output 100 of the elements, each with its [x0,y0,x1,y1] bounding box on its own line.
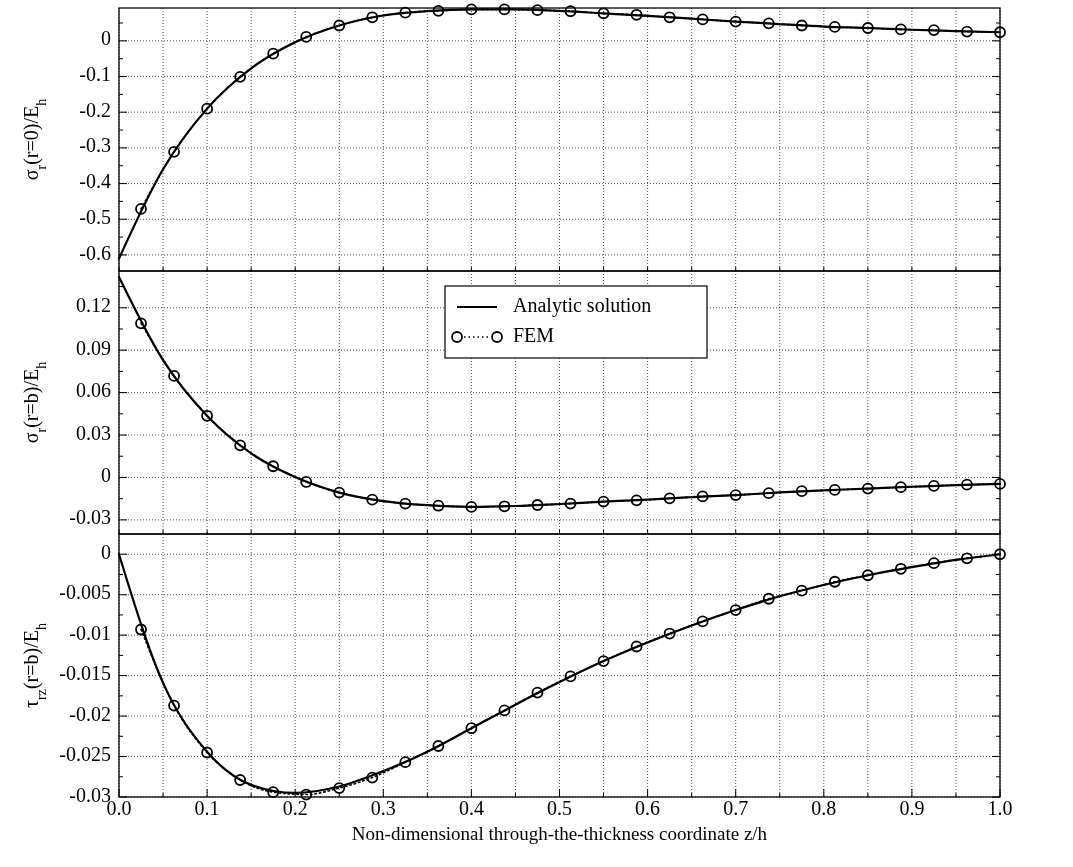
x-tick-label: 0.8 [811,797,837,819]
point [828,575,841,588]
point [961,25,973,38]
point [729,15,742,28]
point [531,499,544,511]
point [762,487,775,500]
point [135,623,147,636]
point [267,460,280,473]
legend-label: Analytic solution [513,293,652,317]
point [994,548,1006,561]
y-tick-label: -0.1 [79,63,111,86]
x-tick-label: 0.9 [899,797,925,819]
point [795,485,808,498]
x-tick-label: 0.5 [547,797,572,819]
point [432,4,445,17]
point [399,497,412,510]
point [135,317,147,330]
point [928,24,940,37]
point [861,569,874,582]
point [234,439,247,452]
point [795,584,808,597]
point [696,615,709,628]
y-tick-label: 0.09 [76,336,111,359]
point [630,8,643,21]
y-tick-label: -0.6 [79,241,111,264]
y-tick-label: 0.12 [76,294,111,317]
point [168,145,180,158]
y-tick-label: -0.025 [59,743,111,766]
y-tick-label: -0.2 [79,98,111,121]
point [498,3,511,16]
point [498,500,511,513]
point [928,557,940,570]
point [564,5,577,18]
point [300,788,313,801]
x-tick-label: 0.7 [723,797,749,819]
x-axis-title: Non-dimensional through-the-thickness coordinate z/h [351,823,768,844]
point [267,786,280,799]
point [234,70,247,83]
point [135,203,147,215]
point [663,11,676,24]
point [894,562,907,575]
point [333,486,346,499]
point [234,774,247,786]
y-tick-label: -0.02 [69,702,111,725]
x-tick-label: 0.3 [370,797,396,819]
point [201,409,213,422]
point [861,482,874,495]
point [333,19,346,32]
point [828,21,841,33]
point [597,495,610,508]
y-tick-label: -0.5 [79,205,111,228]
point [465,722,478,735]
point [201,746,213,759]
y-tick-label: -0.01 [69,621,111,644]
y-tick-label: -0.005 [59,581,111,604]
point [828,483,841,496]
point [696,13,709,26]
point [300,476,313,488]
point [762,17,775,30]
point [399,756,412,769]
point [267,47,280,60]
point [399,6,412,19]
point [663,627,676,640]
point [432,499,445,512]
point [432,740,445,752]
point [861,22,874,34]
point [729,604,742,616]
point [597,655,610,667]
point [366,11,379,24]
point [465,500,478,513]
y-tick-label: 0.06 [76,379,111,402]
point [795,19,808,32]
x-tick-label: 0.4 [458,797,484,819]
point [168,370,180,382]
point [961,478,973,491]
y-tick-label: 0 [101,464,111,487]
y-tick-label: -0.03 [69,506,111,529]
y-tick-label: -0.3 [79,134,111,157]
point [696,490,709,503]
legend-label: FEM [513,323,555,346]
point [663,492,676,505]
x-tick-label: 1.0 [987,797,1013,819]
point [630,494,643,507]
point [531,686,544,699]
y-tick-label: -0.4 [79,170,111,193]
point [366,771,379,784]
point [894,23,907,36]
y-tick-label: 0 [101,540,111,563]
x-tick-label: 0.6 [635,797,661,819]
point [994,26,1006,39]
point [201,102,213,115]
point [961,552,973,565]
point [168,699,180,712]
point [928,480,940,492]
point [366,493,379,506]
point [762,592,775,605]
point [597,7,610,20]
point [333,782,346,794]
point [498,704,511,717]
point [300,31,313,43]
